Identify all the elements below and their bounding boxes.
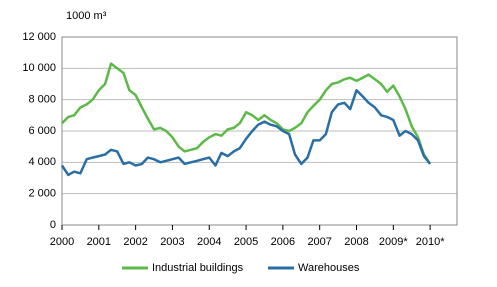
series-line [60, 89, 432, 177]
legend-label: Warehouses [298, 262, 360, 274]
y-tick-label: 4 000 [28, 156, 56, 168]
legend-label: Industrial buildings [152, 262, 244, 274]
x-tick-label: 2003 [160, 236, 184, 248]
x-tick-label: 2008 [344, 236, 368, 248]
y-tick-label: 0 [50, 219, 56, 231]
x-tick-label: 2000 [50, 236, 74, 248]
x-tick-label: 2005 [234, 236, 258, 248]
x-tick-label: 2002 [123, 236, 147, 248]
x-tick-label: 2010* [416, 236, 445, 248]
y-tick-label: 8 000 [28, 94, 56, 106]
x-tick-label: 2001 [87, 236, 111, 248]
x-tick-label: 2006 [271, 236, 295, 248]
y-tick-label: 10 000 [22, 62, 56, 74]
y-tick-label: 12 000 [22, 31, 56, 43]
x-tick-label: 2007 [307, 236, 331, 248]
y-tick-label: 6 000 [28, 125, 56, 137]
y-tick-label: 2 000 [28, 188, 56, 200]
series-line [61, 62, 432, 165]
y-axis-label: 1000 m³ [66, 10, 107, 22]
x-tick-label: 2009* [379, 236, 408, 248]
x-tick-label: 2004 [197, 236, 221, 248]
plot-frame [61, 36, 458, 226]
